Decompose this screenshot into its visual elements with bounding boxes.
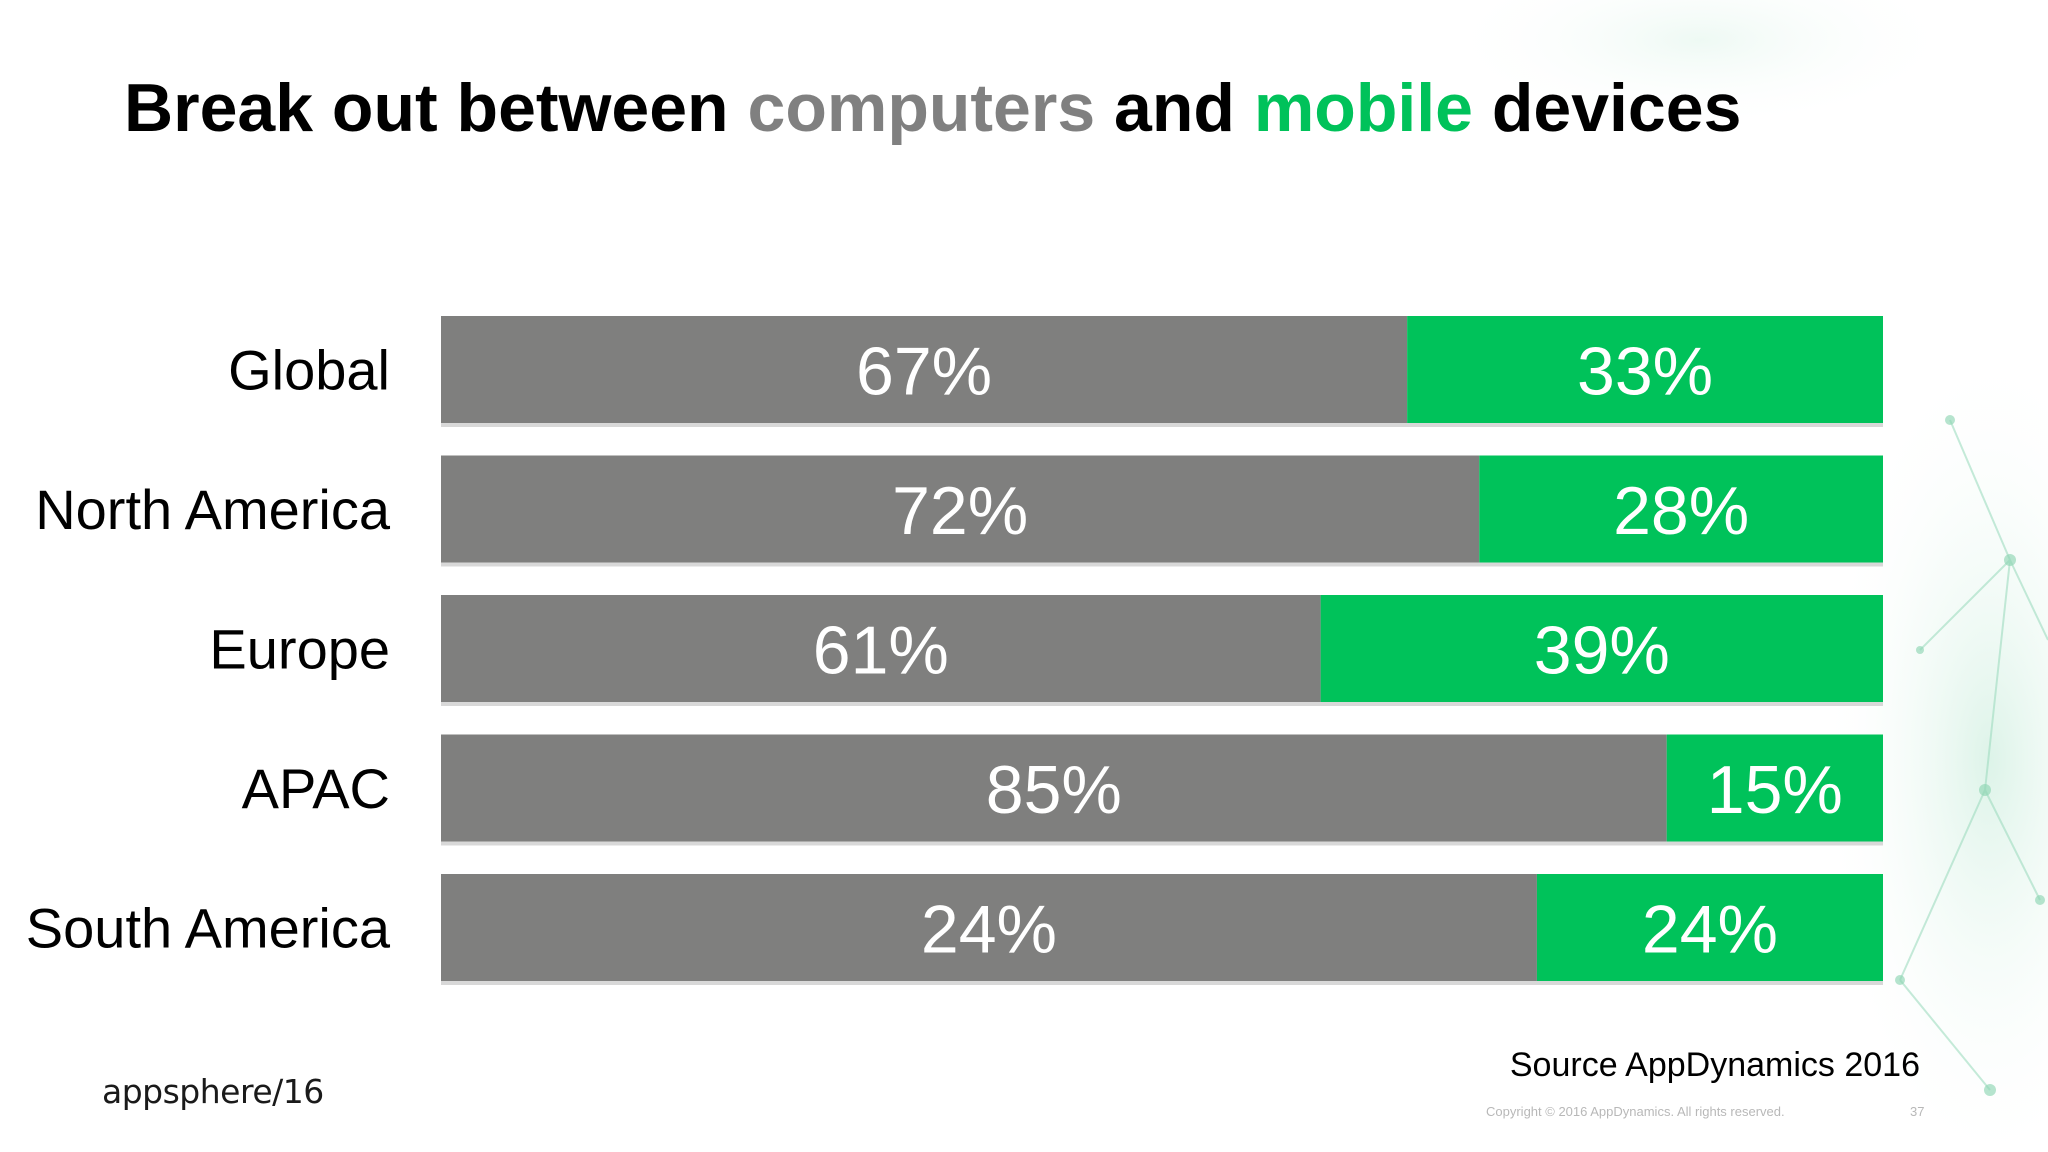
slide-title: Break out between computers and mobile d… xyxy=(124,66,1741,150)
source-note: Source AppDynamics 2016 xyxy=(1509,1046,1920,1084)
bar-segment-computers-north-america xyxy=(441,455,1480,563)
data-label-computers-apac: 85% xyxy=(986,752,1122,828)
category-label-europe: Europe xyxy=(209,618,390,681)
category-label-global: Global xyxy=(228,339,390,402)
data-label-mobile-global: 33% xyxy=(1577,334,1713,410)
bar-segment-computers-south-america xyxy=(441,874,1537,981)
bar-shadow-apac xyxy=(441,841,1883,846)
bar-segment-mobile-europe xyxy=(1320,595,1883,702)
title-part-3: and xyxy=(1095,70,1254,146)
bar-segment-mobile-north-america xyxy=(1479,455,1883,563)
data-label-computers-europe: 61% xyxy=(813,613,949,689)
page-number: 37 xyxy=(1910,1104,1925,1119)
bar-shadow-north-america xyxy=(441,562,1883,567)
data-label-computers-global: 67% xyxy=(856,334,992,410)
title-part-1: Break out between xyxy=(124,70,748,146)
bar-segment-mobile-global xyxy=(1407,316,1883,423)
title-part-5: devices xyxy=(1472,70,1742,146)
category-label-apac: APAC xyxy=(242,757,390,820)
bar-segment-mobile-south-america xyxy=(1536,874,1883,981)
data-label-mobile-south-america: 24% xyxy=(1642,892,1778,968)
bar-shadow-europe xyxy=(441,702,1883,706)
bar-segment-computers-apac xyxy=(441,734,1667,842)
title-word-computers: computers xyxy=(747,70,1096,146)
bar-shadow-global xyxy=(441,423,1883,427)
bar-segment-computers-global xyxy=(441,316,1408,423)
data-label-mobile-europe: 39% xyxy=(1534,613,1670,689)
category-label-north-america: North America xyxy=(35,478,391,541)
bar-segment-mobile-apac xyxy=(1666,734,1883,842)
bar-shadow-south-america xyxy=(441,981,1883,985)
title-word-mobile: mobile xyxy=(1253,70,1473,146)
category-label-south-america: South America xyxy=(26,897,391,960)
copyright-text: Copyright © 2016 AppDynamics. All rights… xyxy=(1486,1104,1785,1119)
bar-segment-computers-europe xyxy=(441,595,1321,702)
data-label-mobile-apac: 15% xyxy=(1707,752,1843,828)
data-label-computers-north-america: 72% xyxy=(892,473,1028,549)
appsphere-logo: appsphere/16 xyxy=(102,1072,324,1111)
data-label-mobile-north-america: 28% xyxy=(1613,473,1749,549)
data-label-computers-south-america: 24% xyxy=(921,892,1057,968)
